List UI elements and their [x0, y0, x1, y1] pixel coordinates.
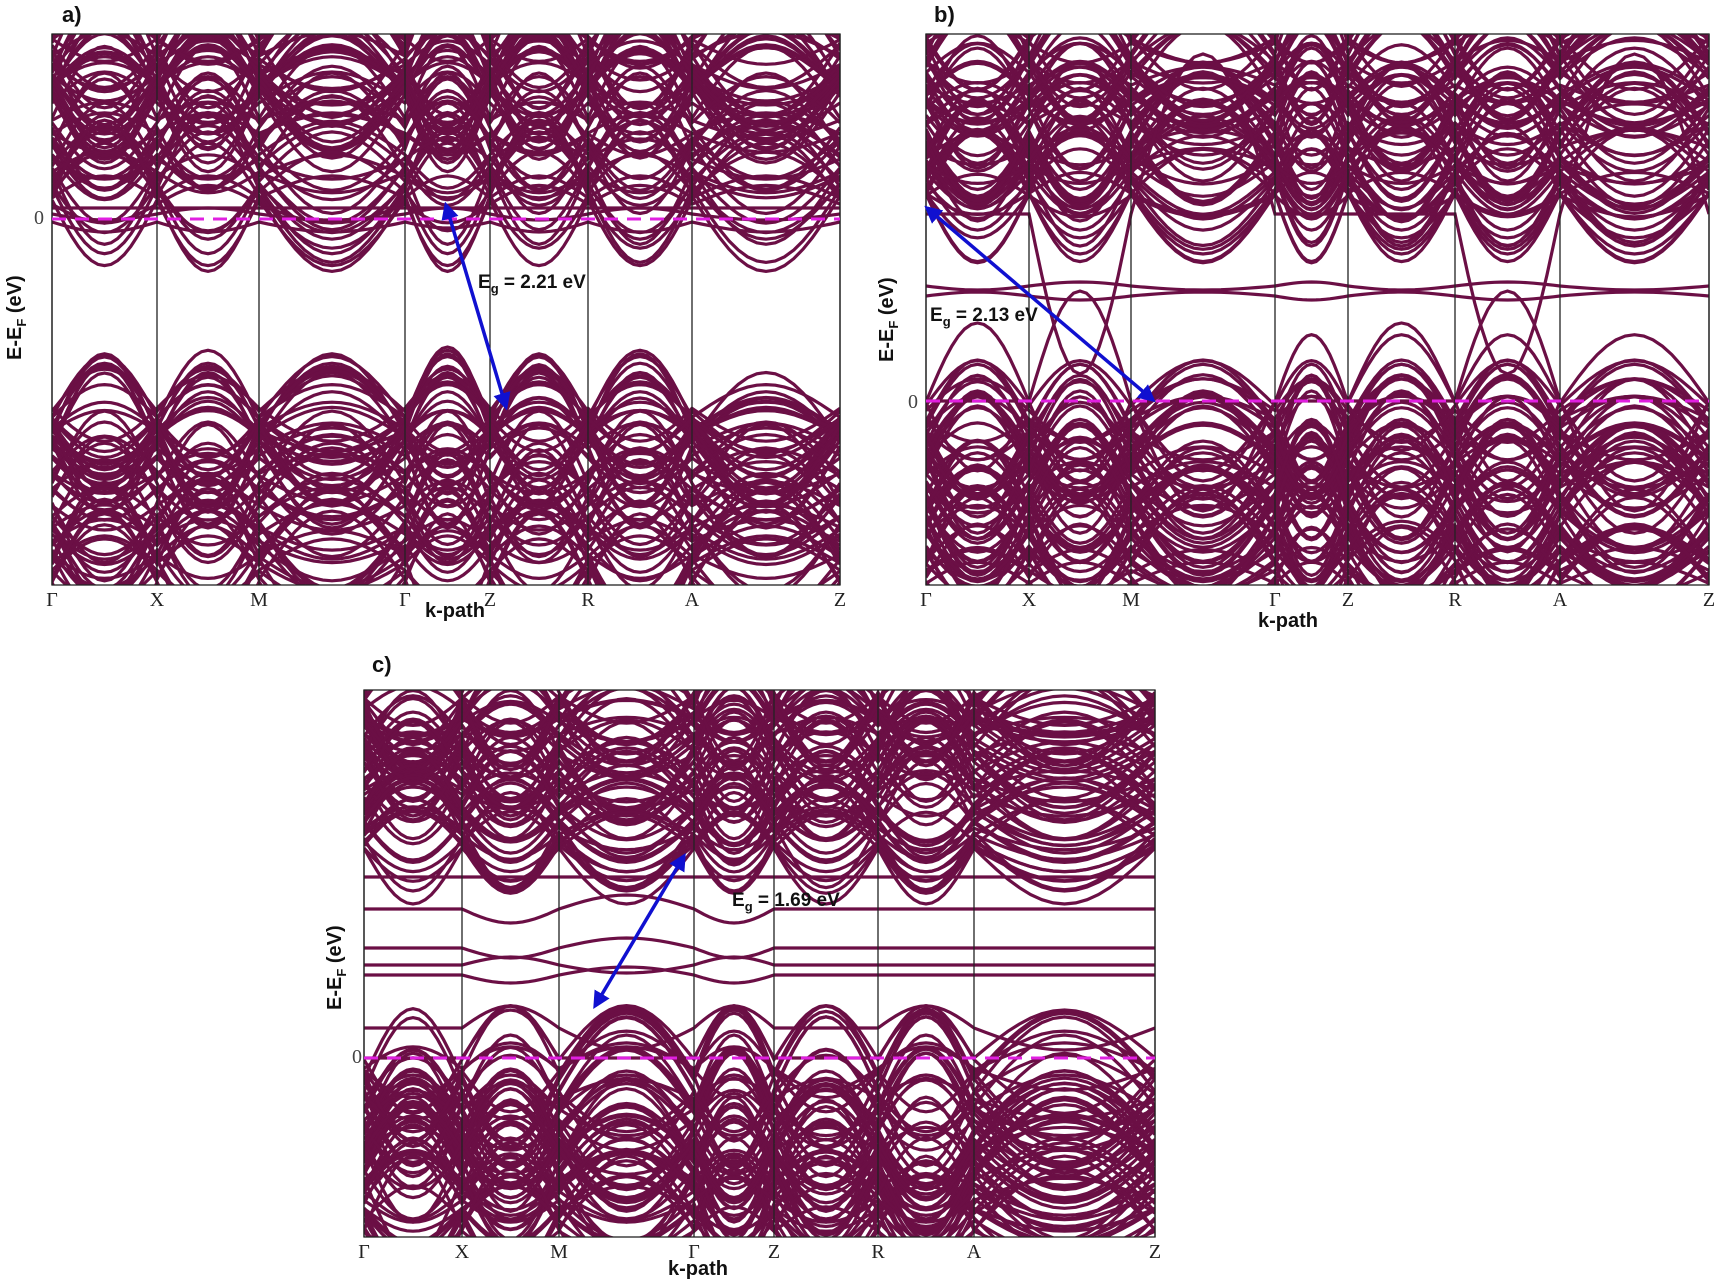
k-point-tick: Γ [358, 1241, 370, 1263]
gap-value: = 2.21 eV [498, 272, 586, 293]
band-structure-plot [363, 689, 1156, 1238]
panel-label: a) [62, 2, 82, 27]
x-axis-label: k-path [1258, 610, 1318, 632]
k-point-tick: Z [833, 589, 847, 611]
k-point-tick: Z [1702, 589, 1716, 611]
x-axis-label: k-path [425, 600, 485, 622]
k-point-tick: Γ [399, 589, 411, 611]
band-gap-annotation: Eg = 2.13 eV [930, 305, 1038, 329]
y-tick-zero: 0 [352, 1046, 362, 1068]
k-point-tick: X [454, 1241, 470, 1263]
k-point-tick: M [250, 589, 268, 611]
k-point-tick: Γ [920, 589, 932, 611]
ylabel-text: E-E [876, 328, 898, 362]
gap-symbol: E [478, 272, 491, 293]
k-point-tick: R [1448, 589, 1462, 611]
ylabel-sub: F [14, 318, 29, 327]
ylabel-text: E-E [324, 976, 346, 1010]
ylabel-sub: F [886, 320, 901, 329]
k-point-tick: X [149, 589, 165, 611]
gap-sub: g [744, 898, 753, 914]
ylabel-text: E-E [4, 326, 26, 360]
gap-sub: g [490, 280, 499, 296]
panel-c: c) 0 E-EF (eV) Eg = 1.69 eV k-path Γ X M Γ Z… [320, 650, 1180, 1286]
y-axis-label: E-EF (eV) [876, 277, 901, 362]
k-point-tick: A [1552, 589, 1568, 611]
k-point-tick: Γ [46, 589, 58, 611]
k-point-tick: Z [1148, 1241, 1162, 1263]
panel-label: c) [372, 652, 392, 677]
y-tick-zero: 0 [908, 391, 918, 413]
ylabel-unit: (eV) [876, 277, 898, 321]
k-point-tick: A [684, 589, 700, 611]
k-point-tick: Γ [688, 1241, 700, 1263]
gap-value: = 2.13 eV [950, 305, 1038, 326]
k-point-tick: A [966, 1241, 982, 1263]
band-gap-annotation: Eg = 2.21 eV [478, 272, 586, 296]
ylabel-unit: (eV) [4, 275, 26, 319]
panel-b: b) 0 E-EF (eV) Eg = 2.13 eV k-path Γ X M Γ Z… [860, 0, 1720, 640]
k-point-tick: Z [1341, 589, 1355, 611]
y-tick-zero: 0 [34, 207, 44, 229]
ylabel-sub: F [334, 968, 349, 977]
k-point-tick: R [581, 589, 595, 611]
band-structure-plot [924, 33, 1710, 586]
band-structure-plot [51, 33, 841, 586]
gap-value: = 1.69 eV [752, 890, 840, 911]
y-axis-label: E-EF (eV) [4, 275, 29, 360]
k-point-tick: X [1021, 589, 1037, 611]
gap-sub: g [942, 313, 951, 329]
k-point-tick: Z [767, 1241, 781, 1263]
panel-a: a) 0 E-EF (eV) Eg = 2.21 eV k-path Γ X M Γ Z… [0, 0, 860, 640]
gap-symbol: E [930, 305, 943, 326]
x-axis-label: k-path [668, 1258, 728, 1280]
k-point-tick: Z [483, 589, 497, 611]
band-gap-annotation: Eg = 1.69 eV [732, 890, 840, 914]
ylabel-unit: (eV) [324, 925, 346, 969]
k-point-tick: R [871, 1241, 885, 1263]
gap-symbol: E [732, 890, 745, 911]
k-point-tick: M [550, 1241, 568, 1263]
panel-label: b) [934, 2, 955, 27]
k-point-tick: Γ [1269, 589, 1281, 611]
y-axis-label: E-EF (eV) [324, 925, 349, 1010]
k-point-tick: M [1122, 589, 1140, 611]
